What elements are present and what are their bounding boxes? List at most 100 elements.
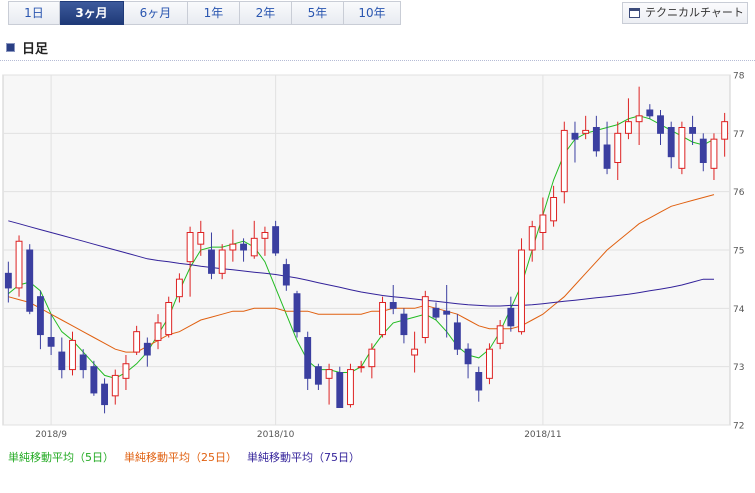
candle-down [592, 115, 600, 157]
candle-down [432, 302, 440, 320]
candle-up [325, 363, 333, 405]
candle-up [165, 296, 173, 338]
candle-up [614, 121, 622, 180]
candle-up [175, 273, 183, 303]
candle-up [133, 325, 141, 355]
section-title: 日足 [6, 39, 49, 57]
candle-up [624, 98, 632, 140]
candle-up [15, 235, 23, 297]
y-tick-label: 74 [733, 305, 745, 315]
candle-up [69, 331, 76, 376]
candle-up [411, 331, 419, 373]
y-tick-label: 72 [733, 422, 744, 432]
legend-item-ma25: 単純移動平均（25日） [124, 451, 237, 464]
legend: 単純移動平均（5日） 単純移動平均（25日） 単純移動平均（75日） [8, 449, 360, 465]
y-tick-label: 77 [733, 130, 744, 140]
y-tick-label: 75 [733, 247, 744, 257]
tab-1-day[interactable]: 1日 [8, 1, 60, 25]
candle-up [347, 363, 354, 408]
candle-up [250, 220, 258, 259]
period-tabs: 1日 3ヶ月 6ヶ月 1年 2年 5年 10年 [8, 1, 401, 25]
y-tick-label: 76 [733, 188, 745, 198]
candle-down [464, 343, 472, 379]
candle-down [47, 314, 55, 355]
candle-up [197, 220, 205, 256]
candle-down [400, 308, 408, 344]
candle-up [229, 229, 237, 262]
candle-up [528, 220, 536, 262]
tab-10-years[interactable]: 10年 [344, 1, 401, 25]
candle-down [26, 244, 34, 315]
candle-down [90, 360, 98, 396]
x-tick-label: 2018/10 [257, 430, 295, 440]
candle-down [208, 232, 215, 280]
candle-down [657, 110, 664, 145]
candle-down [443, 285, 451, 338]
candle-up [111, 369, 119, 405]
candle-up [421, 290, 429, 344]
ma75-line [8, 220, 714, 307]
candle-down [58, 337, 66, 379]
candle-down [101, 378, 109, 414]
candle-down [453, 314, 461, 355]
candle-down [282, 258, 290, 291]
candle-up [261, 226, 269, 256]
candle-up [154, 314, 162, 350]
candle-down [36, 290, 44, 350]
candlestick-chart: 72 73 74 75 76 77 78 2018/9 2018/10 2018/11 [2, 72, 745, 440]
candle-up [379, 296, 386, 338]
candle-down [240, 238, 247, 262]
candle-up [357, 360, 365, 373]
candle-up [710, 133, 718, 180]
tab-3-months[interactable]: 3ヶ月 [60, 1, 124, 25]
technical-chart-button[interactable]: テクニカルチャート [622, 2, 748, 24]
candle-down [314, 363, 322, 390]
y-tick-label: 78 [733, 72, 745, 82]
candle-up [550, 185, 558, 227]
candle-up [186, 226, 194, 297]
candle-down [293, 290, 301, 338]
candle-up [518, 238, 525, 335]
candle-down [571, 121, 579, 163]
candle-down [699, 133, 707, 172]
candle-down [336, 366, 344, 408]
candle-up [368, 343, 376, 379]
candle-up [635, 86, 643, 145]
candle-down [4, 261, 12, 303]
candle-up [560, 121, 568, 204]
candle-up [486, 343, 493, 385]
candle-down [603, 121, 611, 175]
candle-down [143, 337, 151, 367]
square-bullet-icon [6, 42, 15, 52]
tab-1-year[interactable]: 1年 [188, 1, 240, 25]
tab-6-months[interactable]: 6ヶ月 [124, 1, 188, 25]
x-tick-label: 2018/9 [35, 430, 67, 440]
legend-item-ma75: 単純移動平均（75日） [247, 451, 360, 464]
divider [0, 60, 755, 61]
candle-down [304, 331, 312, 390]
tab-5-years[interactable]: 5年 [292, 1, 344, 25]
candle-up [582, 115, 590, 140]
window-icon [629, 8, 640, 18]
y-tick-label: 73 [733, 363, 744, 373]
candle-up [678, 121, 686, 175]
candle-down [475, 366, 483, 402]
tab-2-years[interactable]: 2年 [240, 1, 292, 25]
candle-up [218, 244, 226, 280]
x-tick-label: 2018/11 [524, 430, 561, 440]
candle-down [79, 349, 87, 379]
candle-down [689, 115, 697, 145]
legend-item-ma5: 単純移動平均（5日） [8, 451, 114, 464]
ma25-line [8, 194, 715, 353]
candle-up [122, 355, 130, 390]
candle-down [272, 220, 280, 256]
technical-chart-label: テクニカルチャート [645, 6, 744, 19]
candle-up [721, 112, 729, 157]
candle-up [496, 320, 504, 350]
candle-down [389, 285, 397, 315]
candle-down [507, 296, 515, 332]
candle-down [667, 121, 675, 169]
candle-down [646, 104, 654, 119]
candle-up [539, 197, 547, 250]
section-title-text: 日足 [22, 41, 49, 57]
